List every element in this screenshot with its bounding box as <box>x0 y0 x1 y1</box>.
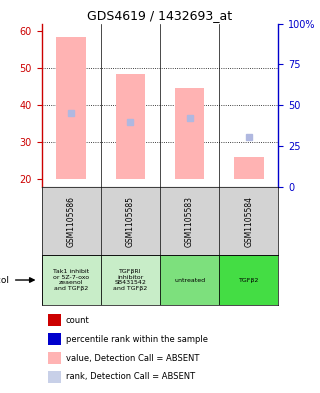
Bar <box>42 255 101 305</box>
Text: protocol: protocol <box>0 275 10 285</box>
Bar <box>234 157 264 179</box>
Bar <box>175 88 204 179</box>
Text: value, Detection Call = ABSENT: value, Detection Call = ABSENT <box>66 354 199 362</box>
Text: TGFβRI
inhibitor
SB431542
and TGFβ2: TGFβRI inhibitor SB431542 and TGFβ2 <box>113 269 148 291</box>
Text: GSM1105586: GSM1105586 <box>67 196 76 246</box>
Title: GDS4619 / 1432693_at: GDS4619 / 1432693_at <box>87 9 233 22</box>
Text: GSM1105585: GSM1105585 <box>126 196 135 246</box>
Text: rank, Detection Call = ABSENT: rank, Detection Call = ABSENT <box>66 373 195 381</box>
Text: count: count <box>66 316 89 325</box>
Bar <box>56 37 86 179</box>
Text: Tak1 inhibit
or 5Z-7-oxo
zeaenol
and TGFβ2: Tak1 inhibit or 5Z-7-oxo zeaenol and TGF… <box>53 269 89 291</box>
Text: GSM1105583: GSM1105583 <box>185 196 194 246</box>
Bar <box>219 255 278 305</box>
Text: percentile rank within the sample: percentile rank within the sample <box>66 335 208 343</box>
Text: untreated: untreated <box>174 277 205 283</box>
Text: TGFβ2: TGFβ2 <box>239 277 259 283</box>
Text: GSM1105584: GSM1105584 <box>244 196 253 246</box>
Bar <box>160 255 219 305</box>
Bar <box>101 255 160 305</box>
Bar <box>116 73 145 179</box>
